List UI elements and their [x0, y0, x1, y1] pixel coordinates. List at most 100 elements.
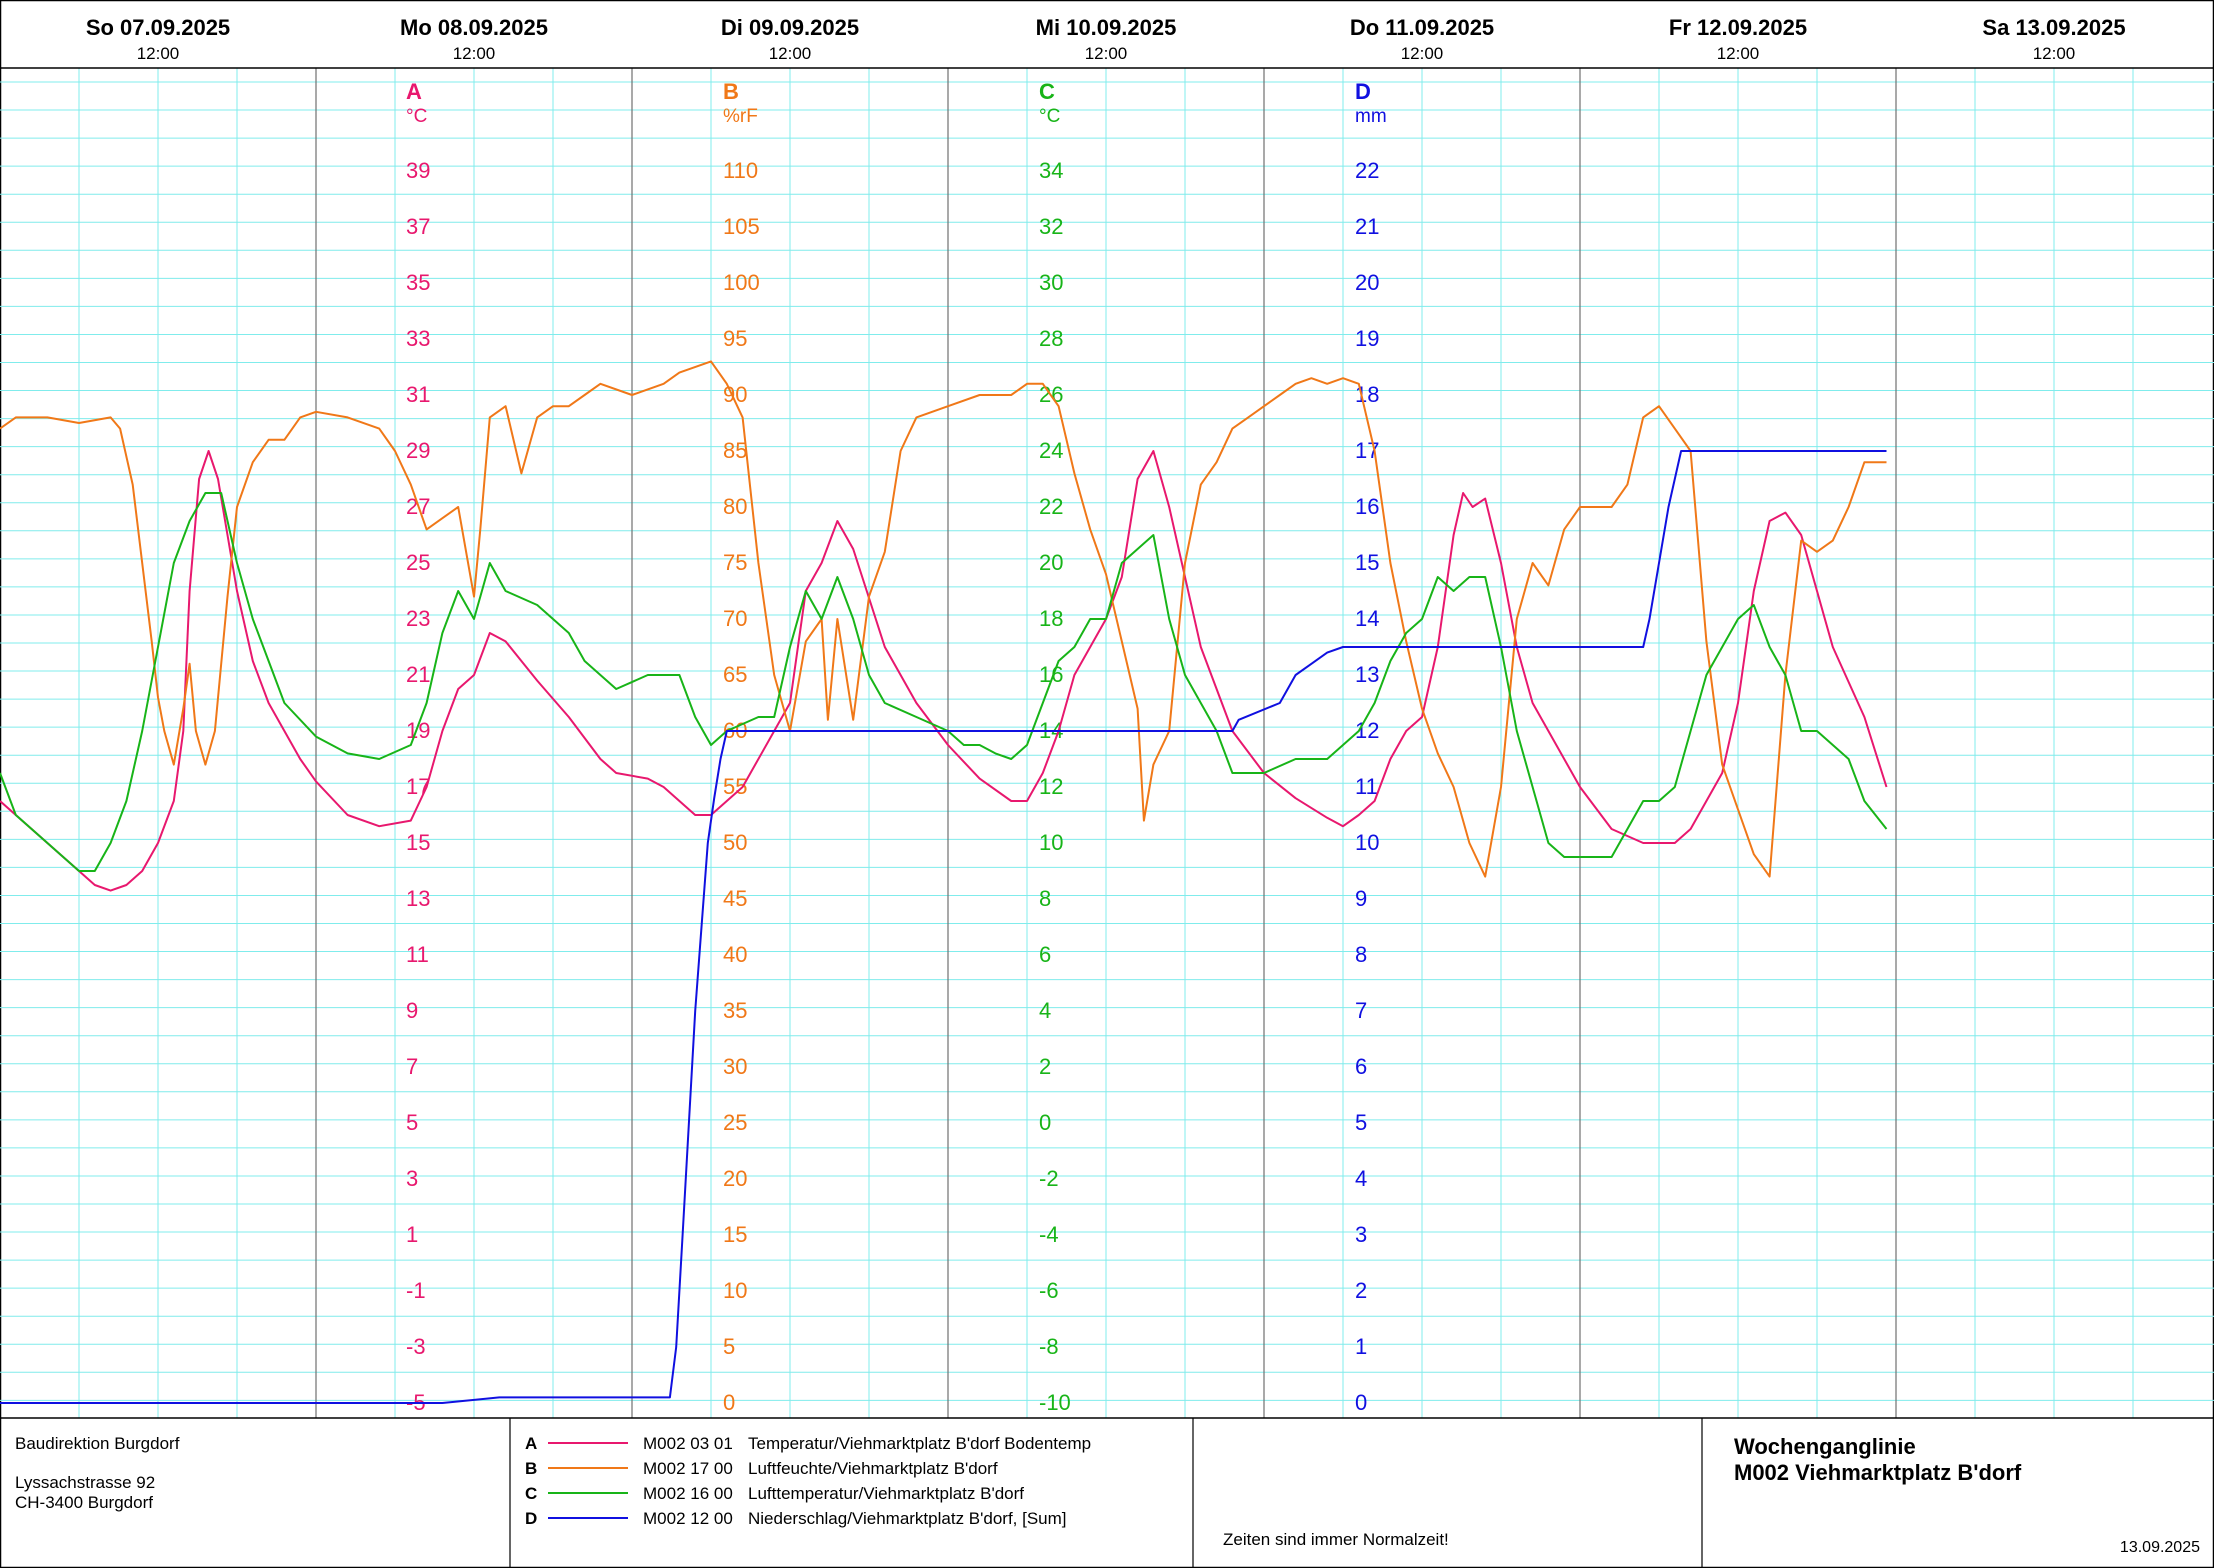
day-header-label: Fr 12.09.2025	[1669, 15, 1807, 40]
series-line-B	[0, 360, 1887, 878]
tick-label: 110	[723, 158, 758, 183]
tick-label: 35	[723, 998, 747, 1023]
legend-key: B	[525, 1459, 537, 1478]
tick-label: 18	[1039, 606, 1063, 631]
day-noon-label: 12:00	[2033, 44, 2076, 63]
tick-label: 10	[1355, 830, 1379, 855]
tick-label: -1	[406, 1278, 426, 1303]
day-noon-label: 12:00	[1717, 44, 1760, 63]
tick-label: 37	[406, 214, 430, 239]
tick-label: 105	[723, 214, 760, 239]
org-street: Lyssachstrasse 92	[15, 1473, 155, 1492]
tick-label: 9	[406, 998, 418, 1023]
day-header-label: Mo 08.09.2025	[400, 15, 548, 40]
tick-label: 80	[723, 494, 747, 519]
tick-label: 15	[406, 830, 430, 855]
tick-label: 0	[1039, 1110, 1051, 1135]
series-line-C	[0, 492, 1888, 872]
tick-label: 85	[723, 438, 747, 463]
day-header-label: Mi 10.09.2025	[1036, 15, 1177, 40]
tick-label: 5	[723, 1334, 735, 1359]
tick-label: 20	[723, 1166, 747, 1191]
tick-label: 21	[406, 662, 430, 687]
tick-label: 29	[406, 438, 430, 463]
series-line-D	[0, 450, 1887, 1404]
tick-label: 45	[723, 886, 747, 911]
tick-label: 35	[406, 270, 430, 295]
tick-label: 2	[1355, 1278, 1367, 1303]
tick-label: 11	[406, 942, 429, 967]
legend-key: C	[525, 1484, 537, 1503]
report-station: M002 Viehmarktplatz B'dorf	[1734, 1460, 2022, 1485]
day-noon-label: 12:00	[1401, 44, 1444, 63]
tick-label: 7	[406, 1054, 418, 1079]
legend-key: D	[525, 1509, 537, 1528]
tick-label: 8	[1355, 942, 1367, 967]
tick-label: -6	[1039, 1278, 1059, 1303]
tick-label: 1	[406, 1222, 418, 1247]
tick-label: 16	[1355, 494, 1379, 519]
day-noon-label: 12:00	[1085, 44, 1128, 63]
legend-desc: Luftfeuchte/Viehmarktplatz B'dorf	[748, 1459, 998, 1478]
legend-code: M002 17 00	[643, 1459, 733, 1478]
tick-label: 7	[1355, 998, 1367, 1023]
legend-entry: D M002 12 00 Niederschlag/Viehmarktplatz B…	[525, 1509, 1067, 1528]
axis-B: B%rF051015202530354045505560657075808590…	[723, 79, 760, 1415]
day-noon-label: 12:00	[137, 44, 180, 63]
legend-code: M002 12 00	[643, 1509, 733, 1528]
tick-label: 5	[1355, 1110, 1367, 1135]
day-header-label: Di 09.09.2025	[721, 15, 859, 40]
org-name: Baudirektion Burgdorf	[15, 1434, 180, 1453]
day-noon-label: 12:00	[453, 44, 496, 63]
legend-desc: Lufttemperatur/Viehmarktplatz B'dorf	[748, 1484, 1024, 1503]
tick-label: 33	[406, 326, 430, 351]
tick-label: 2	[1039, 1054, 1051, 1079]
tick-label: -8	[1039, 1334, 1059, 1359]
tick-label: 32	[1039, 214, 1063, 239]
tick-label: 24	[1039, 438, 1063, 463]
tick-label: 22	[1355, 158, 1379, 183]
tick-label: 75	[723, 550, 747, 575]
tick-label: 0	[723, 1390, 735, 1415]
tick-label: 12	[1039, 774, 1063, 799]
legend-desc: Temperatur/Viehmarktplatz B'dorf Bodente…	[748, 1434, 1091, 1453]
tick-label: 0	[1355, 1390, 1367, 1415]
tick-label: 10	[1039, 830, 1063, 855]
tick-label: 20	[1355, 270, 1379, 295]
tick-label: 65	[723, 662, 747, 687]
legend-entry: B M002 17 00 Luftfeuchte/Viehmarktplatz B'…	[525, 1459, 998, 1478]
axis-unit-label: °C	[406, 106, 427, 127]
axis-A: A°C-5-3-11357911131517192123252729313335…	[406, 79, 430, 1415]
tick-label: -3	[406, 1334, 426, 1359]
tick-label: 6	[1355, 1054, 1367, 1079]
tick-label: 20	[1039, 550, 1063, 575]
tick-label: 19	[1355, 326, 1379, 351]
tick-label: 15	[1355, 550, 1379, 575]
tick-label: 25	[406, 550, 430, 575]
tick-label: 10	[723, 1278, 747, 1303]
org-city: CH-3400 Burgdorf	[15, 1493, 153, 1512]
legend-code: M002 03 01	[643, 1434, 733, 1453]
tick-label: 13	[406, 886, 430, 911]
tick-label: 1	[1355, 1334, 1367, 1359]
tick-label: 31	[406, 382, 430, 407]
tick-label: 11	[1355, 774, 1378, 799]
print-date: 13.09.2025	[2120, 1539, 2200, 1556]
legend-entry: C M002 16 00 Lufttemperatur/Viehmarktplatz…	[525, 1484, 1024, 1503]
axis-unit-label: °C	[1039, 106, 1060, 127]
tick-label: 3	[1355, 1222, 1367, 1247]
axis-key-label: C	[1039, 79, 1055, 104]
tick-label: 3	[406, 1166, 418, 1191]
tick-label: 9	[1355, 886, 1367, 911]
axis-unit-label: %rF	[723, 106, 758, 127]
tick-label: 22	[1039, 494, 1063, 519]
day-header-label: So 07.09.2025	[86, 15, 230, 40]
day-header-label: Sa 13.09.2025	[1982, 15, 2125, 40]
tick-label: 100	[723, 270, 760, 295]
series-line-A	[0, 450, 1888, 892]
legend-key: A	[525, 1434, 537, 1453]
time-note: Zeiten sind immer Normalzeit!	[1223, 1530, 1449, 1549]
axis-key-label: A	[406, 79, 422, 104]
tick-label: 4	[1355, 1166, 1367, 1191]
